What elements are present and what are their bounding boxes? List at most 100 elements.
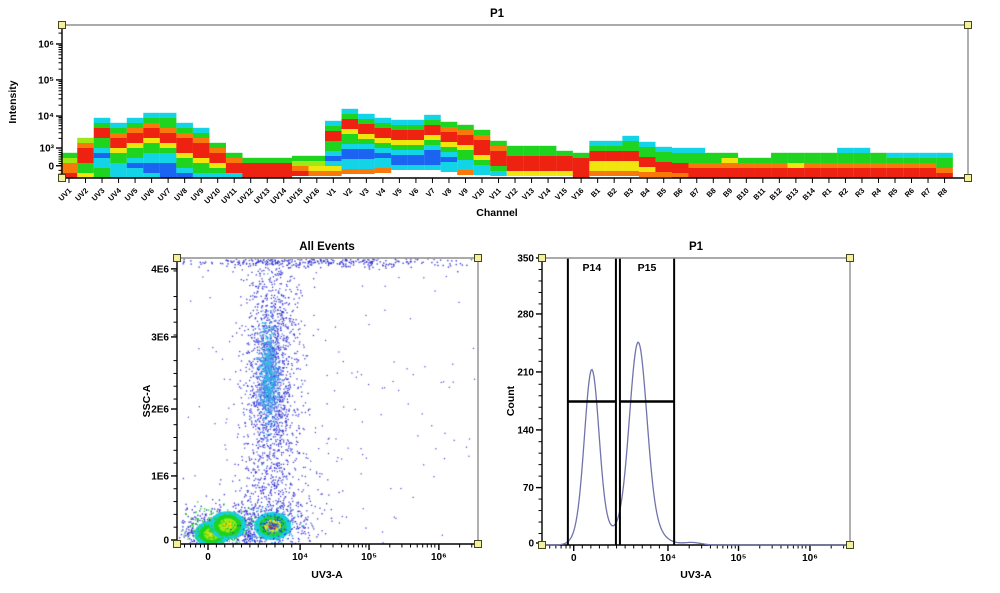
selection-handle[interactable] <box>964 174 972 182</box>
spectral-channel-column <box>341 108 359 174</box>
channel-tick-label: V4 <box>374 185 387 198</box>
tick-label: 10⁵ <box>731 553 747 564</box>
spectral-channel-column <box>622 135 639 176</box>
channel-tick-label: V3 <box>358 186 371 199</box>
selection-handle[interactable] <box>173 540 181 548</box>
spectral-channel-column <box>192 127 210 178</box>
tick-label: 0 <box>205 552 211 563</box>
spectral-channel-column <box>688 147 706 178</box>
tick-label: 0 <box>528 538 534 549</box>
channel-tick-label: V14 <box>537 185 553 201</box>
spectral-channel-column <box>225 152 243 178</box>
channel-tick-label: R1 <box>820 186 833 199</box>
tick-label: 0 <box>571 553 577 564</box>
gate-label: P14 <box>583 262 602 274</box>
channel-tick-label: V8 <box>441 186 454 199</box>
channel-tick-label: V9 <box>457 186 470 199</box>
channel-tick-label: R7 <box>919 186 932 199</box>
spectral-channel-column <box>605 140 623 176</box>
selection-handle[interactable] <box>474 254 482 262</box>
channel-tick-label: B13 <box>784 186 800 202</box>
spectral-channel-column <box>159 112 177 178</box>
tick-label: 70 <box>523 483 535 494</box>
spectral-channel-column <box>771 152 788 178</box>
channel-tick-label: B6 <box>672 186 685 199</box>
channel-tick-label: B12 <box>768 186 784 202</box>
tick-label: 1E6 <box>151 471 169 482</box>
spectral-channel-column <box>820 152 838 178</box>
spectral-channel-column <box>804 152 821 178</box>
spectral-channel-column <box>490 140 507 176</box>
selection-handle[interactable] <box>173 254 181 262</box>
selection-handle[interactable] <box>538 541 546 549</box>
spectral-selection-frame[interactable] <box>58 21 972 182</box>
histogram-selection-frame[interactable] <box>538 254 854 549</box>
channel-tick-label: V11 <box>487 186 503 202</box>
gate-P15[interactable]: P15 <box>618 258 676 545</box>
histogram-y-axis-label: Count <box>505 385 517 416</box>
tick-label: 140 <box>517 425 534 436</box>
selection-handle[interactable] <box>58 21 66 29</box>
spectral-channel-column <box>358 113 375 174</box>
channel-tick-label: B14 <box>801 185 818 202</box>
gate-P14[interactable]: P14 <box>566 258 617 545</box>
spectral-channel-column <box>308 155 326 176</box>
spectral-channel-column <box>209 142 226 178</box>
tick-label: 10⁶ <box>38 39 54 50</box>
selection-handle[interactable] <box>538 254 546 262</box>
spectral-channel-column <box>539 145 557 176</box>
tick-label: 10⁵ <box>361 552 377 563</box>
scatter-x-axis-label: UV3-A <box>311 569 343 581</box>
spectral-channel-column <box>589 140 606 176</box>
spectral-channel-column <box>523 145 540 176</box>
scatter-selection-frame[interactable] <box>173 254 482 548</box>
spectral-channel-column <box>374 117 392 173</box>
spectral-density-columns <box>60 108 953 178</box>
channel-tick-label: B10 <box>735 186 751 202</box>
channel-tick-label: UV16 <box>302 186 322 206</box>
spectral-channel-column <box>457 124 474 175</box>
channel-tick-label: V10 <box>471 186 487 202</box>
spectral-channel-column <box>556 150 573 176</box>
spectral-channel-column <box>870 152 887 178</box>
tick-label: 2E6 <box>151 405 169 416</box>
selection-handle[interactable] <box>846 541 854 549</box>
channel-tick-label: UV2 <box>73 186 90 203</box>
selection-handle[interactable] <box>474 540 482 548</box>
channel-tick-label: B2 <box>605 186 618 199</box>
tick-label: 280 <box>517 309 534 320</box>
selection-handle[interactable] <box>964 21 972 29</box>
scatter-plot-title: All Events <box>299 241 355 253</box>
spectral-channel-column <box>704 152 722 178</box>
channel-tick-label: UV3 <box>90 186 107 203</box>
channel-tick-label: UV13 <box>252 186 272 206</box>
spectral-channel-column <box>671 147 689 178</box>
channel-tick-label: V5 <box>391 186 404 199</box>
spectral-channel-column <box>176 122 193 178</box>
spectral-channel-column <box>638 141 656 177</box>
spectral-channel-column <box>110 122 127 178</box>
channel-tick-label: R6 <box>903 186 916 199</box>
scatter-dot-cloud[interactable] <box>177 258 478 544</box>
spectral-channel-column <box>242 157 260 178</box>
spectral-channel-column <box>77 137 94 178</box>
channel-tick-label: V15 <box>553 186 569 202</box>
spectral-channel-column <box>473 129 491 175</box>
channel-tick-label: UV1 <box>57 186 74 203</box>
channel-tick-label: B11 <box>751 186 767 202</box>
channel-tick-label: B9 <box>721 186 734 199</box>
tick-label: 10⁴ <box>660 553 676 564</box>
scatter-y-axis-label: SSC-A <box>141 384 153 417</box>
spectral-channel-column <box>60 152 78 178</box>
gate-label: P15 <box>638 262 657 274</box>
channel-tick-label: V16 <box>570 186 586 202</box>
selection-handle[interactable] <box>58 174 66 182</box>
spectral-channel-column <box>721 152 739 178</box>
selection-handle[interactable] <box>846 254 854 262</box>
spectral-channel-column <box>275 157 293 178</box>
spectral-channel-column <box>325 120 342 176</box>
tick-label: 3E6 <box>151 332 169 343</box>
channel-tick-label: V7 <box>424 186 437 199</box>
histogram-x-axis-label: UV3-A <box>680 569 712 581</box>
